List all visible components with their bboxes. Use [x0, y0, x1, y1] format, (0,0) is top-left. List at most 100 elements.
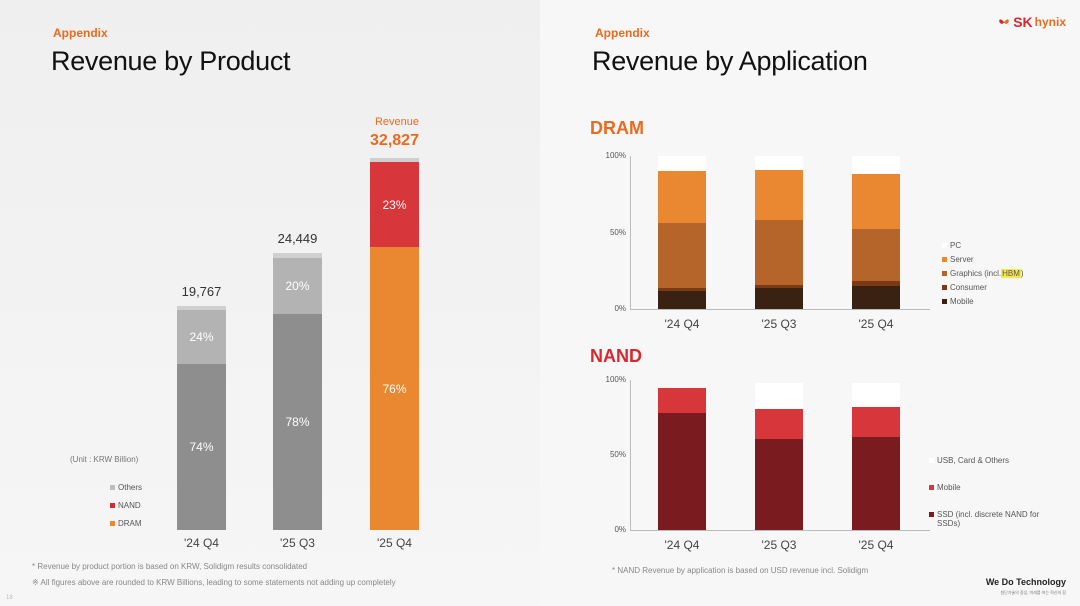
y-tick-label: 50% — [609, 227, 626, 237]
y-tick-label: 100% — [605, 151, 626, 160]
segment-label: 74% — [189, 440, 214, 455]
y-axis-line — [630, 156, 631, 309]
bar-segment — [658, 387, 706, 413]
legend-item: Mobile — [929, 483, 1059, 492]
bar-segment-others — [273, 252, 322, 259]
legend-item: SSD (incl. discrete NAND for SSDs) — [929, 510, 1059, 528]
tagline: We Do Technology — [985, 577, 1066, 587]
bar-segment — [755, 284, 803, 288]
bar-segment-nand — [273, 258, 322, 314]
legend-swatch — [110, 521, 115, 526]
legend-swatch — [942, 271, 947, 276]
bar-segment — [852, 407, 900, 437]
page-title: Revenue by Product — [51, 46, 291, 76]
bar-segment-dram — [370, 247, 419, 530]
bar-segment — [852, 281, 900, 287]
legend-swatch — [929, 458, 934, 463]
legend-item: PC — [942, 241, 961, 250]
legend-label: Consumer — [950, 283, 987, 292]
bar-segment-others — [370, 158, 419, 162]
bar-segment — [658, 171, 706, 224]
y-tick-label: 0% — [614, 525, 626, 534]
legend-item: Consumer — [942, 283, 987, 292]
legend-swatch — [942, 285, 947, 290]
legend-label: PC — [950, 241, 962, 250]
sk-hynix-logo: SK hynix — [997, 14, 1066, 30]
bar-total: 19,767 — [181, 283, 222, 299]
nand-note: * NAND Revenue by application is based o… — [612, 566, 869, 575]
appendix-label: Appendix — [53, 26, 108, 40]
y-tick-label: 0% — [614, 304, 626, 313]
bar-segment — [755, 383, 803, 409]
note-2: ※ All figures above are rounded to KRW B… — [32, 578, 396, 587]
legend-swatch — [110, 503, 115, 508]
legend-label: NAND — [118, 501, 141, 510]
bar-segment — [852, 229, 900, 282]
y-axis-line — [630, 380, 631, 530]
bar-segment-nand — [177, 310, 226, 365]
bar-segment — [852, 437, 900, 530]
legend-label: Others — [118, 483, 143, 492]
left-panel: Appendix Revenue by Product Revenue 74% 2… — [0, 0, 540, 606]
bar-total: 24,449 — [277, 230, 318, 246]
legend-label: Mobile — [950, 297, 974, 306]
legend-item: DRAM — [110, 519, 142, 528]
tagline-sub: 첨단기술의 중심, 미래를 여는 혁신의 힘 — [1000, 590, 1066, 595]
right-panel: Appendix Revenue by Application DRAM NAN… — [540, 0, 1080, 606]
legend-label: Server — [950, 255, 974, 264]
y-tick-label: 50% — [609, 450, 626, 459]
legend-item: Graphics (incl. HBM) — [942, 269, 1024, 278]
bar-total: 32,827 — [370, 132, 419, 149]
segment-label: 24% — [189, 330, 214, 345]
x-tick-label: '25 Q3 — [761, 538, 797, 552]
x-tick-label: '25 Q4 — [858, 317, 894, 331]
logo-hynix: hynix — [1034, 15, 1066, 29]
legend-swatch — [942, 299, 947, 304]
unit-label: (Unit : KRW Billion) — [70, 455, 139, 464]
x-tick-label: '25 Q4 — [858, 538, 894, 552]
segment-label: 76% — [382, 381, 407, 396]
revenue-label: Revenue — [374, 116, 420, 128]
x-tick-label: '25 Q4 — [377, 536, 412, 550]
legend-item: NAND — [110, 501, 141, 510]
legend-swatch — [110, 485, 115, 490]
legend-item: Others — [110, 483, 142, 492]
legend-swatch — [929, 485, 934, 490]
bar-segment — [658, 223, 706, 288]
legend-label: Graphics (incl. — [950, 269, 1002, 278]
bar-segment-nand — [370, 161, 419, 248]
bar-segment — [658, 287, 706, 291]
legend-swatch — [942, 257, 947, 262]
bar-segment — [755, 169, 803, 221]
bar-segment — [755, 220, 803, 285]
legend-label: USB, Card & Others — [937, 456, 1010, 465]
hbm-highlight: HBM — [1001, 269, 1021, 278]
legend-swatch — [942, 243, 947, 248]
bar-segment — [755, 287, 803, 309]
nand-section-title: NAND — [590, 346, 642, 366]
bar-segment — [852, 383, 900, 407]
legend-swatch — [929, 512, 934, 517]
x-axis-line — [630, 309, 930, 310]
bar-segment — [852, 156, 900, 175]
legend-label: DRAM — [118, 519, 142, 528]
segment-label: 20% — [285, 279, 310, 294]
page-title-right: Revenue by Application — [592, 46, 868, 76]
bar-segment — [755, 438, 803, 530]
x-axis-line — [630, 530, 930, 531]
butterfly-icon — [999, 19, 1009, 24]
legend-suffix: ) — [1020, 269, 1024, 278]
dram-section-title: DRAM — [590, 118, 644, 138]
bar-segment — [852, 174, 900, 230]
legend-item: USB, Card & Others — [929, 456, 1059, 465]
x-tick-label: '25 Q3 — [761, 317, 797, 331]
bar-segment-dram — [177, 364, 226, 530]
legend-label: Mobile — [937, 483, 961, 492]
bar-segment — [658, 413, 706, 530]
appendix-label-right: Appendix — [595, 26, 650, 40]
bar-segment — [755, 408, 803, 439]
y-tick-label: 100% — [605, 375, 626, 384]
bar-segment-others — [177, 305, 226, 311]
bar-segment — [658, 156, 706, 172]
x-tick-label: '24 Q4 — [664, 538, 700, 552]
